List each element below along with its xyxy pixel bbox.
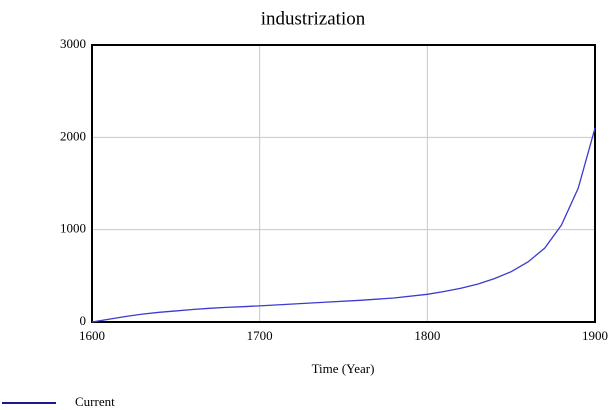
y-tick-label: 0 xyxy=(80,313,87,328)
chart-title: industrization xyxy=(261,8,366,29)
data-line xyxy=(91,127,596,323)
legend-label: Current xyxy=(75,394,115,409)
x-tick-label: 1800 xyxy=(414,328,440,343)
y-tick-label: 2000 xyxy=(60,128,86,143)
x-tick-label: 1600 xyxy=(79,328,105,343)
plot-frame xyxy=(91,44,596,323)
y-tick-label: 3000 xyxy=(60,36,86,51)
x-tick-label: 1700 xyxy=(247,328,273,343)
y-tick-label: 1000 xyxy=(60,221,86,236)
x-tick-label: 1900 xyxy=(582,328,608,343)
x-axis-label: Time (Year) xyxy=(312,361,375,376)
